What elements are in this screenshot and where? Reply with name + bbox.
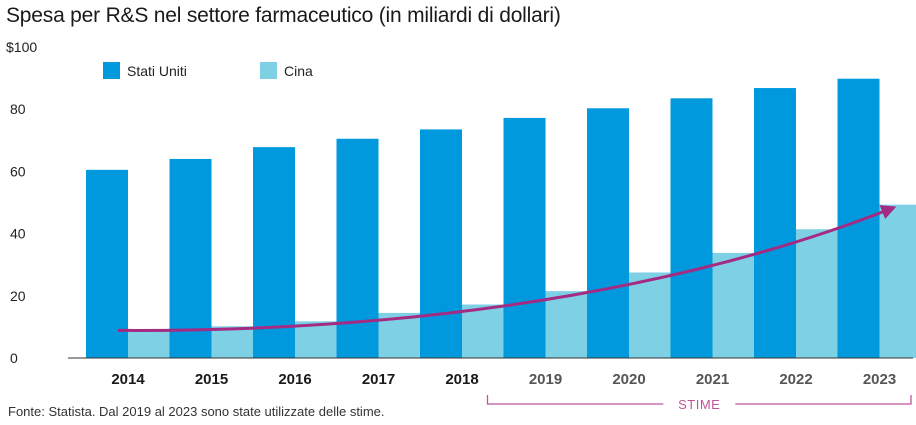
x-tick-label-2023: 2023: [863, 371, 896, 388]
estimate-label: STIME: [678, 397, 720, 412]
x-tick-label-2018: 2018: [445, 371, 478, 388]
legend-swatch-us: [103, 62, 120, 79]
legend-label-us: Stati Uniti: [127, 63, 187, 79]
legend-swatch-china: [260, 62, 277, 79]
y-tick-label: $100: [6, 39, 37, 55]
x-tick-label-2019: 2019: [529, 371, 562, 388]
bar-us-2018: [420, 129, 462, 358]
bar-us-2015: [169, 158, 212, 358]
bar-china-2014: [128, 329, 170, 358]
estimate-bracket: STIME: [486, 395, 912, 413]
bar-china-2019: [545, 291, 588, 358]
bar-china-2023: [879, 204, 916, 358]
x-tick-label-2021: 2021: [696, 371, 729, 388]
bar-china-2016: [295, 321, 337, 358]
source-note: Fonte: Statista. Dal 2019 al 2023 sono s…: [8, 404, 385, 419]
y-tick-label: 80: [10, 101, 26, 117]
bar-us-2022: [754, 88, 796, 358]
trend-arrow: [117, 205, 897, 332]
bar-us-2019: [503, 117, 546, 359]
estimate-bracket-gap: [663, 395, 736, 413]
bar-china-2021: [712, 252, 755, 358]
bar-us-2016: [253, 147, 295, 358]
bar-us-2020: [587, 108, 629, 358]
bar-china-2018: [462, 304, 504, 358]
bar-us-2023: [837, 78, 880, 359]
legend-label-china: Cina: [284, 63, 313, 79]
x-tick-label-2020: 2020: [612, 371, 645, 388]
x-tick-label-2015: 2015: [195, 371, 228, 388]
x-tick-label-2014: 2014: [111, 371, 145, 388]
chart-title: Spesa per R&S nel settore farmaceutico (…: [6, 4, 561, 27]
x-tick-label-2017: 2017: [362, 371, 395, 388]
y-tick-label: 0: [10, 350, 18, 366]
bar-us-2017: [336, 138, 379, 358]
x-tick-label-2016: 2016: [278, 371, 311, 388]
legend: Stati Uniti Cina: [103, 62, 313, 79]
y-tick-label: 60: [10, 163, 26, 179]
x-axis: 2014 2015 2016 2017 2018 2019 2020 2021 2022 2023: [111, 371, 896, 388]
y-tick-label: 40: [10, 226, 26, 242]
bar-china-2015: [211, 326, 254, 358]
x-tick-label-2022: 2022: [779, 371, 812, 388]
bars: [86, 78, 916, 359]
y-axis: 0 20 40 60 80 $100: [6, 39, 37, 366]
bar-china-2020: [629, 272, 671, 358]
bar-us-2014: [86, 169, 128, 358]
bar-us-2021: [670, 98, 713, 358]
y-tick-label: 20: [10, 288, 26, 304]
bar-china-2022: [796, 229, 838, 358]
